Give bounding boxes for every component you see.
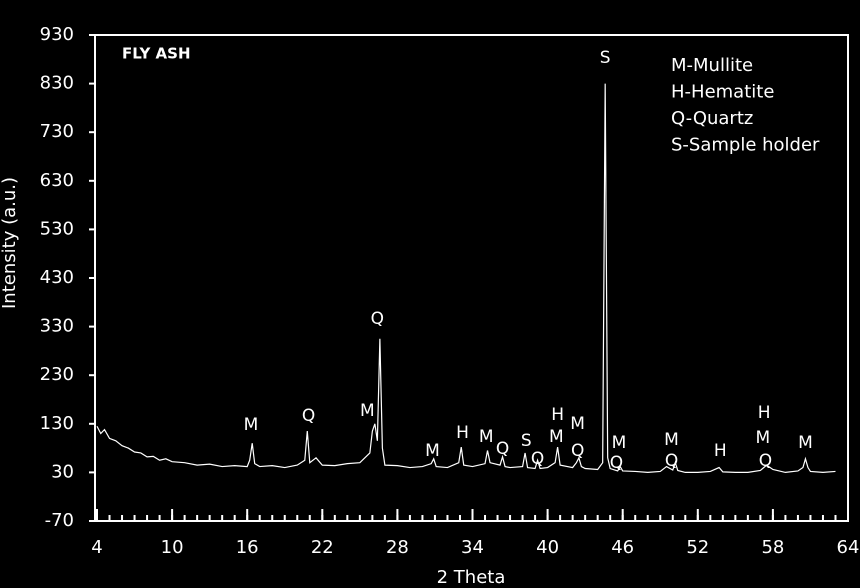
y-tick-label: 530: [40, 218, 74, 239]
x-tick-label: 46: [611, 537, 634, 558]
chart-title: FLY ASH: [122, 45, 191, 63]
x-tick-label: 58: [761, 537, 784, 558]
y-tick-label: 330: [40, 316, 74, 337]
legend-text: Q-Quartz: [671, 108, 753, 129]
peak-label: H: [551, 405, 564, 425]
peak-label: M: [244, 415, 259, 435]
y-tick-label: 430: [40, 267, 74, 288]
y-axis-label: Intensity (a.u.): [0, 177, 20, 309]
x-tick-label: 22: [311, 537, 334, 558]
peak-label: M: [360, 401, 375, 421]
peak-label: M: [479, 427, 494, 447]
peak-label: S: [521, 431, 532, 451]
peak-label: H: [758, 403, 771, 423]
peak-label: M: [425, 441, 440, 461]
x-tick-label: 34: [461, 537, 484, 558]
peak-label: Q: [496, 439, 509, 459]
x-tick-label: 28: [386, 537, 409, 558]
peak-label: Q: [759, 451, 772, 471]
x-axis-label: 2 Theta: [437, 567, 506, 588]
x-tick-label: 16: [236, 537, 259, 558]
peak-label: M: [612, 433, 627, 453]
legend-text: M-Mullite: [671, 55, 753, 76]
y-tick-label: 830: [40, 73, 74, 94]
peak-label: Q: [302, 406, 315, 426]
y-tick-label: 630: [40, 170, 74, 191]
y-tick-label: 30: [51, 461, 74, 482]
peak-label: M: [798, 433, 813, 453]
x-tick-label: 40: [536, 537, 559, 558]
x-tick-label: 64: [837, 537, 860, 558]
peak-label: Q: [571, 441, 584, 461]
y-tick-label: 130: [40, 413, 74, 434]
peak-label: H: [456, 423, 469, 443]
peak-label: Q: [665, 451, 678, 471]
peak-label: M: [570, 414, 585, 434]
peak-label: Q: [610, 453, 623, 473]
x-tick-label: 4: [91, 537, 102, 558]
peak-label: M: [549, 427, 564, 447]
x-tick-label: 52: [686, 537, 709, 558]
peak-label: S: [600, 48, 611, 68]
peak-label: M: [756, 428, 771, 448]
diffraction-line: [96, 83, 836, 474]
y-tick-label: 730: [40, 121, 74, 142]
y-tick-label: 230: [40, 364, 74, 385]
y-tick-label: 930: [40, 24, 74, 45]
peak-label: Q: [531, 449, 544, 469]
peak-label: Q: [371, 309, 384, 329]
legend-text: H-Hematite: [671, 82, 774, 103]
y-tick-label: -70: [45, 510, 74, 531]
x-tick-label: 10: [161, 537, 184, 558]
peak-label: H: [714, 441, 727, 461]
legend-text: S-Sample holder: [671, 135, 820, 156]
peak-label: M: [664, 430, 679, 450]
